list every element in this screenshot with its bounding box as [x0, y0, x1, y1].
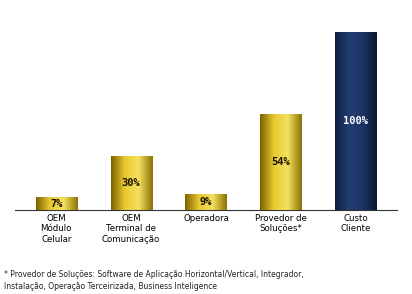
Text: * Provedor de Soluções: Software de Aplicação Horizontal/Vertical, Integrador,
I: * Provedor de Soluções: Software de Apli… [4, 270, 304, 291]
Text: 9%: 9% [200, 197, 212, 207]
Text: 54%: 54% [272, 157, 290, 167]
Text: 7%: 7% [50, 198, 63, 208]
Text: 30%: 30% [122, 178, 140, 188]
Text: 100%: 100% [343, 116, 368, 126]
